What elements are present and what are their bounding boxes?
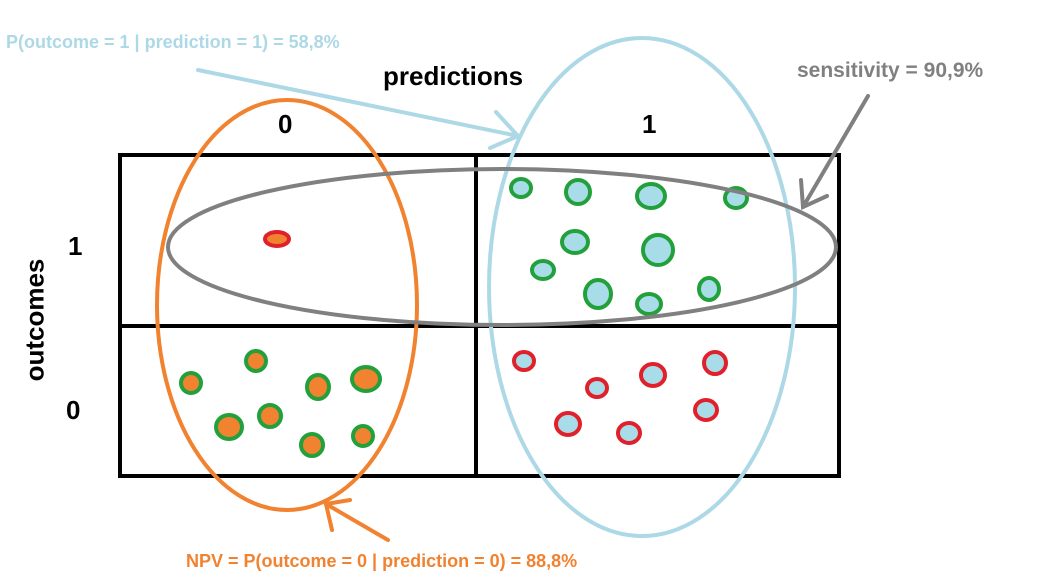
ppv-ellipse: [487, 36, 797, 538]
false-positive-dot: [585, 377, 609, 399]
true-positive-dot: [564, 178, 592, 206]
sensitivity-arrow: [799, 94, 870, 211]
true-positive-dot: [697, 276, 721, 302]
sensitivity-ellipse: [166, 167, 838, 327]
predictions-title: predictions: [383, 61, 524, 91]
true-positive-dot: [583, 278, 613, 310]
true-positive-dot: [641, 233, 675, 267]
true-positive-dot: [530, 259, 556, 281]
ppv-label: P(outcome = 1 | prediction = 1) = 58,8%: [6, 32, 340, 52]
true-positive-dot: [560, 229, 590, 255]
prediction-1-header: 1: [642, 109, 657, 139]
true-positive-dot: [509, 177, 533, 199]
true-negative-dot: [305, 373, 331, 401]
ppv-arrow: [196, 68, 522, 150]
true-negative-dot: [350, 365, 382, 393]
cell-outcome1-prediction0: [263, 230, 291, 248]
npv-arrow: [323, 498, 390, 542]
true-negative-dot: [214, 413, 244, 441]
false-positive-dot: [639, 362, 667, 388]
outcome-1-header: 1: [68, 231, 83, 261]
false-positive-dot: [554, 411, 582, 437]
true-negative-dot: [257, 403, 283, 429]
true-negative-dot: [351, 424, 375, 448]
false-negative-dot: [263, 230, 291, 248]
matrix-outline: [118, 153, 841, 478]
outcomes-title: outcomes: [19, 258, 50, 382]
prediction-0-header: 0: [278, 109, 293, 139]
npv-label: NPV = P(outcome = 0 | prediction = 0) = …: [186, 551, 578, 571]
npv-ellipse: [155, 98, 419, 512]
cell-outcome0-prediction0: [179, 349, 382, 458]
false-positive-dot: [702, 350, 728, 376]
sensitivity-label: sensitivity = 90,9%: [797, 59, 984, 82]
false-positive-dot: [512, 350, 536, 372]
false-positive-dot: [693, 398, 719, 422]
false-positive-dot: [616, 421, 642, 445]
true-positive-dot: [635, 292, 663, 316]
outcome-0-header: 0: [66, 395, 81, 425]
true-negative-dot: [179, 371, 203, 395]
true-positive-dot: [635, 182, 667, 210]
true-negative-dot: [244, 349, 268, 373]
cell-outcome1-prediction1: [509, 177, 749, 316]
true-negative-dot: [299, 432, 325, 458]
cell-outcome0-prediction1: [512, 350, 728, 445]
